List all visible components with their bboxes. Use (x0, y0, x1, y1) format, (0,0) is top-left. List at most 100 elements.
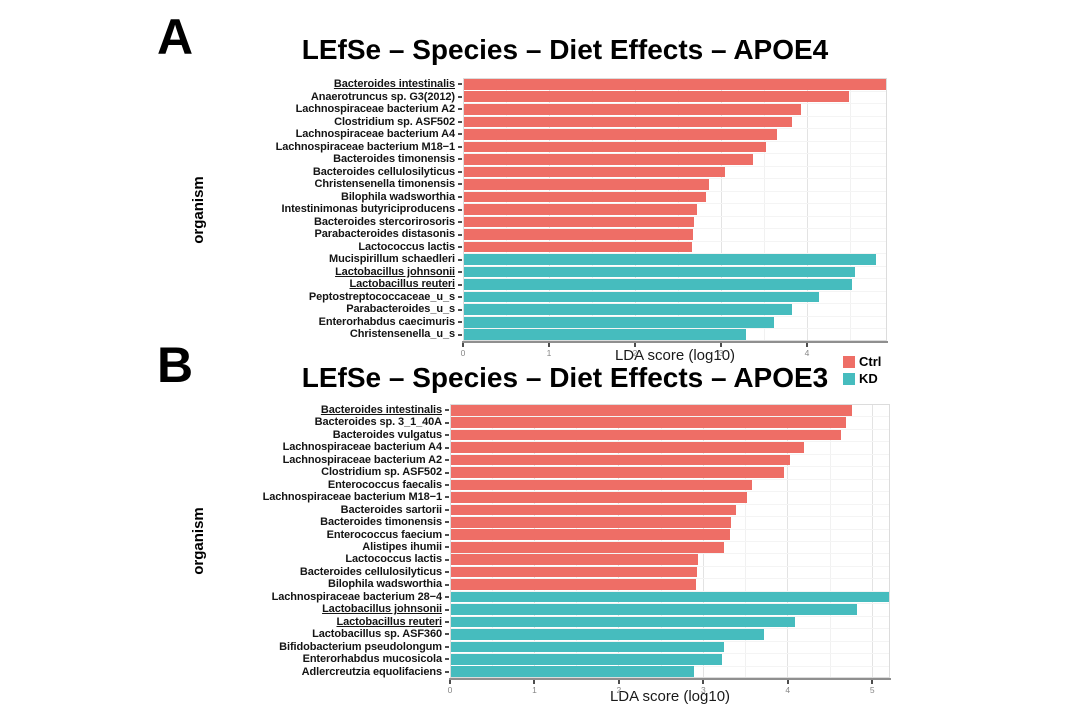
bar-kd (463, 279, 852, 290)
gridline-row (450, 590, 890, 592)
gridline-row (450, 553, 890, 555)
bar-ctrl (450, 504, 737, 516)
legend-label-kd: KD (859, 371, 878, 386)
y-tick-mark (458, 183, 462, 186)
plot-panel-border (463, 78, 887, 341)
y-tick-mark (445, 409, 449, 412)
y-tick-mark (458, 283, 462, 286)
legend: Ctrl KD (843, 353, 881, 387)
bar-ctrl (463, 241, 692, 253)
gridline-minor (849, 78, 851, 341)
x-tick-label: 2 (616, 685, 622, 695)
legend-item-ctrl: Ctrl (843, 353, 881, 370)
gridline-row (450, 416, 890, 418)
bar-kd (450, 616, 796, 628)
x-tick-mark (786, 680, 789, 684)
bar-kd (463, 254, 876, 265)
organism-label: Bacteroides sp. 3_1_40A (314, 416, 442, 429)
organism-label: Lachnospiraceae bacterium A2 (282, 453, 443, 466)
panel-a-xlabel: LDA score (log10) (614, 347, 736, 364)
x-tick-label: 1 (546, 348, 552, 358)
bar-ctrl (463, 78, 887, 90)
organism-label: Clostridium sp. ASF502 (321, 466, 442, 479)
panel-a-letter: A (157, 9, 194, 65)
y-tick-mark (445, 571, 449, 574)
gridline-row (450, 615, 890, 617)
bar-kd (450, 666, 695, 678)
gridline-row (463, 128, 887, 130)
y-tick-mark (458, 258, 462, 261)
y-tick-mark (458, 308, 462, 311)
x-tick-label: 3 (718, 348, 724, 358)
gridline-row (450, 541, 890, 542)
organism-label: Lachnospiraceae bacterium A4 (282, 441, 443, 454)
y-tick-mark (458, 83, 462, 86)
y-tick-mark (458, 120, 462, 123)
organism-label: Parabacteroides_u_s (346, 303, 455, 316)
gridline-row (463, 140, 887, 142)
y-tick-mark (458, 170, 462, 173)
panel-b-title: LEfSe – Species – Diet Effects – APOE3 (301, 362, 829, 393)
gridline-row (463, 278, 887, 280)
y-tick-mark (445, 471, 449, 474)
bar-kd (450, 641, 725, 653)
bar-kd (463, 266, 856, 278)
bar-ctrl (450, 541, 725, 553)
x-tick-label: 5 (869, 685, 875, 695)
organism-label: Lactobacillus sp. ASF360 (312, 628, 442, 641)
x-tick-mark (702, 680, 705, 684)
organism-label: Anaerotruncus sp. G3(2012) (310, 90, 455, 103)
panel-b-xlabel: LDA score (log10) (609, 688, 731, 705)
gridline-row (450, 503, 890, 505)
x-axis-line (462, 341, 888, 343)
y-tick-mark (458, 246, 462, 249)
y-tick-mark (458, 195, 462, 198)
organism-label: Lactobacillus johnsonii (335, 265, 455, 278)
y-tick-mark (458, 108, 462, 111)
y-tick-mark (445, 670, 449, 673)
y-tick-mark (445, 633, 449, 636)
gridline-row (463, 315, 887, 317)
gridline-row (463, 203, 887, 205)
bar-ctrl (450, 404, 852, 416)
gridline-row (463, 240, 887, 242)
y-tick-mark (458, 221, 462, 224)
gridline-row (463, 303, 887, 305)
organism-label: Adlercreutzia equolifaciens (301, 665, 442, 678)
gridline-major (720, 78, 722, 341)
bar-ctrl (450, 566, 698, 578)
bar-kd (450, 591, 890, 603)
organism-label: Intestinimonas butyriciproducens (281, 203, 456, 216)
x-tick-label: 0 (460, 348, 466, 358)
organism-label: Bacteroides vulgatus (332, 428, 442, 441)
bar-ctrl (450, 479, 753, 491)
bar-ctrl (463, 154, 753, 165)
bar-ctrl (463, 191, 707, 203)
y-tick-mark (458, 321, 462, 324)
y-tick-mark (445, 483, 449, 486)
bar-ctrl (450, 442, 804, 453)
gridline-row (463, 228, 887, 230)
x-tick-mark (806, 343, 809, 347)
gridline-row (463, 253, 887, 255)
y-tick-mark (445, 446, 449, 449)
bar-ctrl (463, 204, 697, 215)
bar-kd (463, 291, 820, 303)
legend-label-ctrl: Ctrl (859, 354, 882, 369)
y-tick-mark (458, 296, 462, 299)
gridline-row (450, 578, 890, 580)
y-tick-mark (445, 596, 449, 599)
bar-kd (450, 604, 858, 615)
gridline-row (450, 428, 890, 430)
bar-ctrl (450, 417, 847, 428)
organism-label: Bacteroides timonensis (333, 153, 455, 166)
y-tick-mark (445, 558, 449, 561)
bar-ctrl (450, 517, 732, 528)
organism-label: Christensenella timonensis (314, 178, 456, 191)
y-tick-mark (445, 608, 449, 611)
organism-label: Enterorhabdus caecimuris (318, 315, 455, 328)
organism-label: Lactococcus lactis (345, 553, 442, 566)
organism-label: Bacteroides timonensis (320, 516, 442, 529)
bar-kd (463, 329, 746, 341)
